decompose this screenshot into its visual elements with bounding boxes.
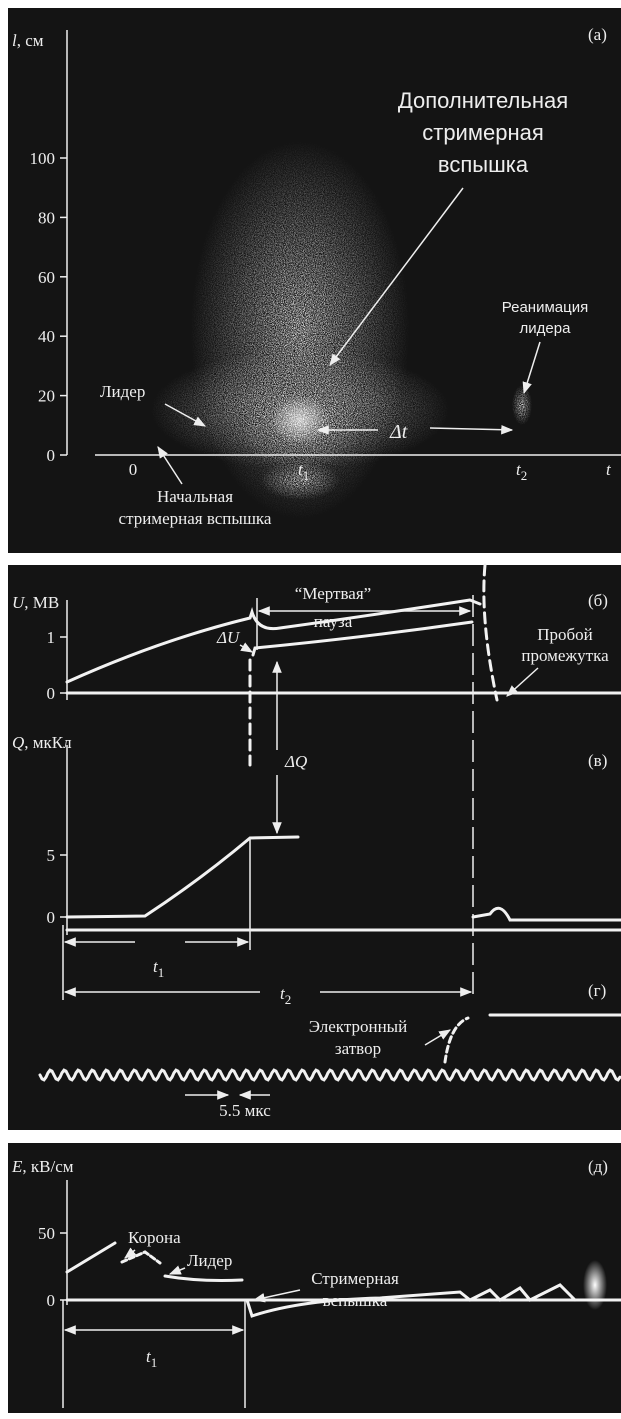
annotation: стримерная	[422, 120, 544, 145]
page: Figure {"panel_a":{"label":"(а)","y_axis…	[0, 0, 621, 1419]
panel-label: (д)	[588, 1157, 608, 1176]
unit: , см	[17, 31, 44, 50]
y-tick-label: 0	[47, 908, 56, 927]
annotation: Пробой	[537, 625, 593, 644]
annotation: Реанимация	[502, 299, 588, 316]
y-tick-label: 100	[30, 149, 56, 168]
axis-label: U, МВ	[12, 593, 59, 612]
annotation: ΔQ	[284, 752, 307, 771]
annotation: Стримерная	[311, 1269, 399, 1288]
symbol: E	[11, 1157, 23, 1176]
subscript: 1	[151, 1355, 158, 1370]
panel-label: (в)	[588, 751, 607, 770]
panel-label: (а)	[588, 25, 607, 44]
body: 020406080100 l, см (а) 0 t1 t2 t Дополни…	[0, 0, 621, 1419]
breakdown-glow	[583, 1260, 607, 1310]
y-tick-label: 50	[38, 1224, 55, 1243]
y-tick-label: 0	[47, 446, 56, 465]
axis-label: l, см	[12, 31, 44, 50]
axis-label: E, кВ/см	[11, 1157, 74, 1176]
panel-label: (б)	[588, 591, 608, 610]
annotation: промежутка	[521, 646, 609, 665]
figure: 020406080100 l, см (а) 0 t1 t2 t Дополни…	[0, 0, 621, 1419]
annotation: Дополнительная	[398, 88, 568, 113]
y-tick-label: 60	[38, 268, 55, 287]
annotation: пауза	[314, 612, 353, 631]
unit: , кВ/см	[22, 1157, 73, 1176]
panel-label: (г)	[588, 981, 606, 1000]
subscript: 2	[285, 992, 292, 1007]
unit: , мкКл	[24, 733, 72, 752]
subscript: 1	[303, 468, 310, 483]
annotation: затвор	[335, 1039, 381, 1058]
y-tick-label: 0	[47, 1291, 56, 1310]
annotation: Корона	[128, 1228, 181, 1247]
axis-label: Q, мкКл	[12, 733, 72, 752]
subscript: 2	[521, 468, 528, 483]
y-tick-label: 20	[38, 387, 55, 406]
annotation: 5.5 мкс	[219, 1101, 271, 1120]
y-tick-label: 5	[47, 846, 56, 865]
x-tick-label: 0	[129, 460, 138, 479]
symbol: Q	[12, 733, 24, 752]
annotation: Электронный	[309, 1017, 407, 1036]
subscript: 1	[158, 965, 165, 980]
y-tick-label: 40	[38, 327, 55, 346]
annotation: вспышка	[323, 1291, 388, 1310]
annotation: Δt	[389, 421, 408, 443]
annotation: Лидер	[187, 1251, 232, 1270]
annotation: ΔU	[216, 628, 241, 647]
annotation: лидера	[520, 320, 572, 337]
y-tick-label: 1	[47, 628, 56, 647]
annotation: вспышка	[438, 152, 529, 177]
y-tick-label: 0	[47, 684, 56, 703]
annotation: “Мертвая”	[295, 584, 371, 603]
discharge-core	[270, 395, 330, 445]
annotation: стримерная вспышка	[119, 509, 272, 528]
annotation: Лидер	[100, 382, 145, 401]
y-tick-label: 80	[38, 208, 55, 227]
annotation: Начальная	[157, 487, 233, 506]
unit: , МВ	[24, 593, 59, 612]
